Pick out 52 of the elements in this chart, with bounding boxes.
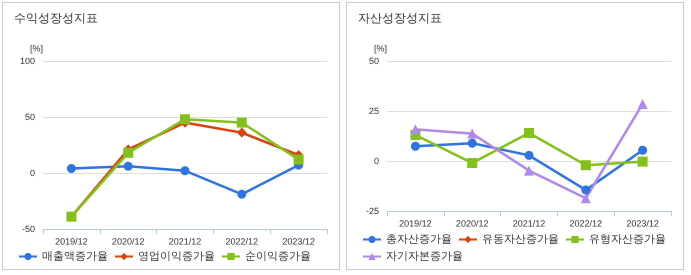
y-axis-title: [%] — [374, 44, 387, 54]
y-axis-title: [%] — [30, 44, 43, 54]
point — [638, 99, 648, 109]
point — [237, 190, 246, 199]
y-tick-label: 100 — [20, 56, 35, 66]
legend-label: 유동자산증가율 — [482, 234, 559, 246]
x-tick-label: 2023/12 — [626, 218, 659, 228]
point — [468, 138, 477, 148]
point — [66, 164, 76, 174]
x-tick-label: 2020/12 — [456, 218, 488, 228]
x-tick-label: 2022/12 — [570, 218, 602, 228]
x-tick-label: 2021/12 — [168, 236, 202, 246]
point — [124, 162, 133, 171]
x-tick-label: 2021/12 — [512, 218, 546, 228]
y-tick-label: -50 — [22, 224, 35, 234]
point — [294, 154, 304, 165]
point — [180, 114, 190, 124]
point — [638, 146, 648, 155]
point — [410, 124, 420, 134]
y-tick-label: 0 — [30, 168, 35, 178]
x-tick-label: 2019/12 — [55, 236, 88, 246]
y-tick-label: -25 — [366, 206, 379, 216]
legend-label: 매출액증가율 — [42, 250, 108, 262]
chart-title: 수익성장성지표 — [14, 11, 98, 25]
point — [410, 142, 420, 151]
point — [467, 128, 478, 139]
y-tick-label: 0 — [374, 156, 379, 166]
x-tick-label: 2020/12 — [112, 236, 144, 246]
x-tick-label: 2019/12 — [399, 218, 432, 228]
chart-title: 자산성장성지표 — [358, 11, 442, 25]
point — [123, 148, 134, 158]
point — [638, 156, 648, 167]
x-tick-label: 2022/12 — [226, 236, 258, 246]
point — [236, 128, 247, 138]
legend-label: 자기자본증가율 — [386, 250, 463, 262]
x-tick-label: 2023/12 — [282, 236, 315, 246]
y-tick-label: 50 — [368, 56, 379, 66]
y-tick-label: 25 — [368, 106, 379, 116]
point — [467, 158, 478, 168]
legend-label: 유형자산증가율 — [589, 234, 666, 246]
point — [581, 186, 590, 194]
point — [524, 166, 534, 176]
point — [580, 160, 591, 170]
legend-label: 순이익증가율 — [245, 250, 311, 262]
legend-label: 총자산증가율 — [386, 234, 452, 246]
point — [524, 128, 534, 138]
point — [580, 193, 591, 204]
y-tick-label: 50 — [24, 112, 35, 122]
point — [236, 118, 247, 128]
point — [180, 166, 190, 176]
point — [524, 150, 534, 160]
legend-label: 영업이익증가율 — [138, 250, 215, 262]
